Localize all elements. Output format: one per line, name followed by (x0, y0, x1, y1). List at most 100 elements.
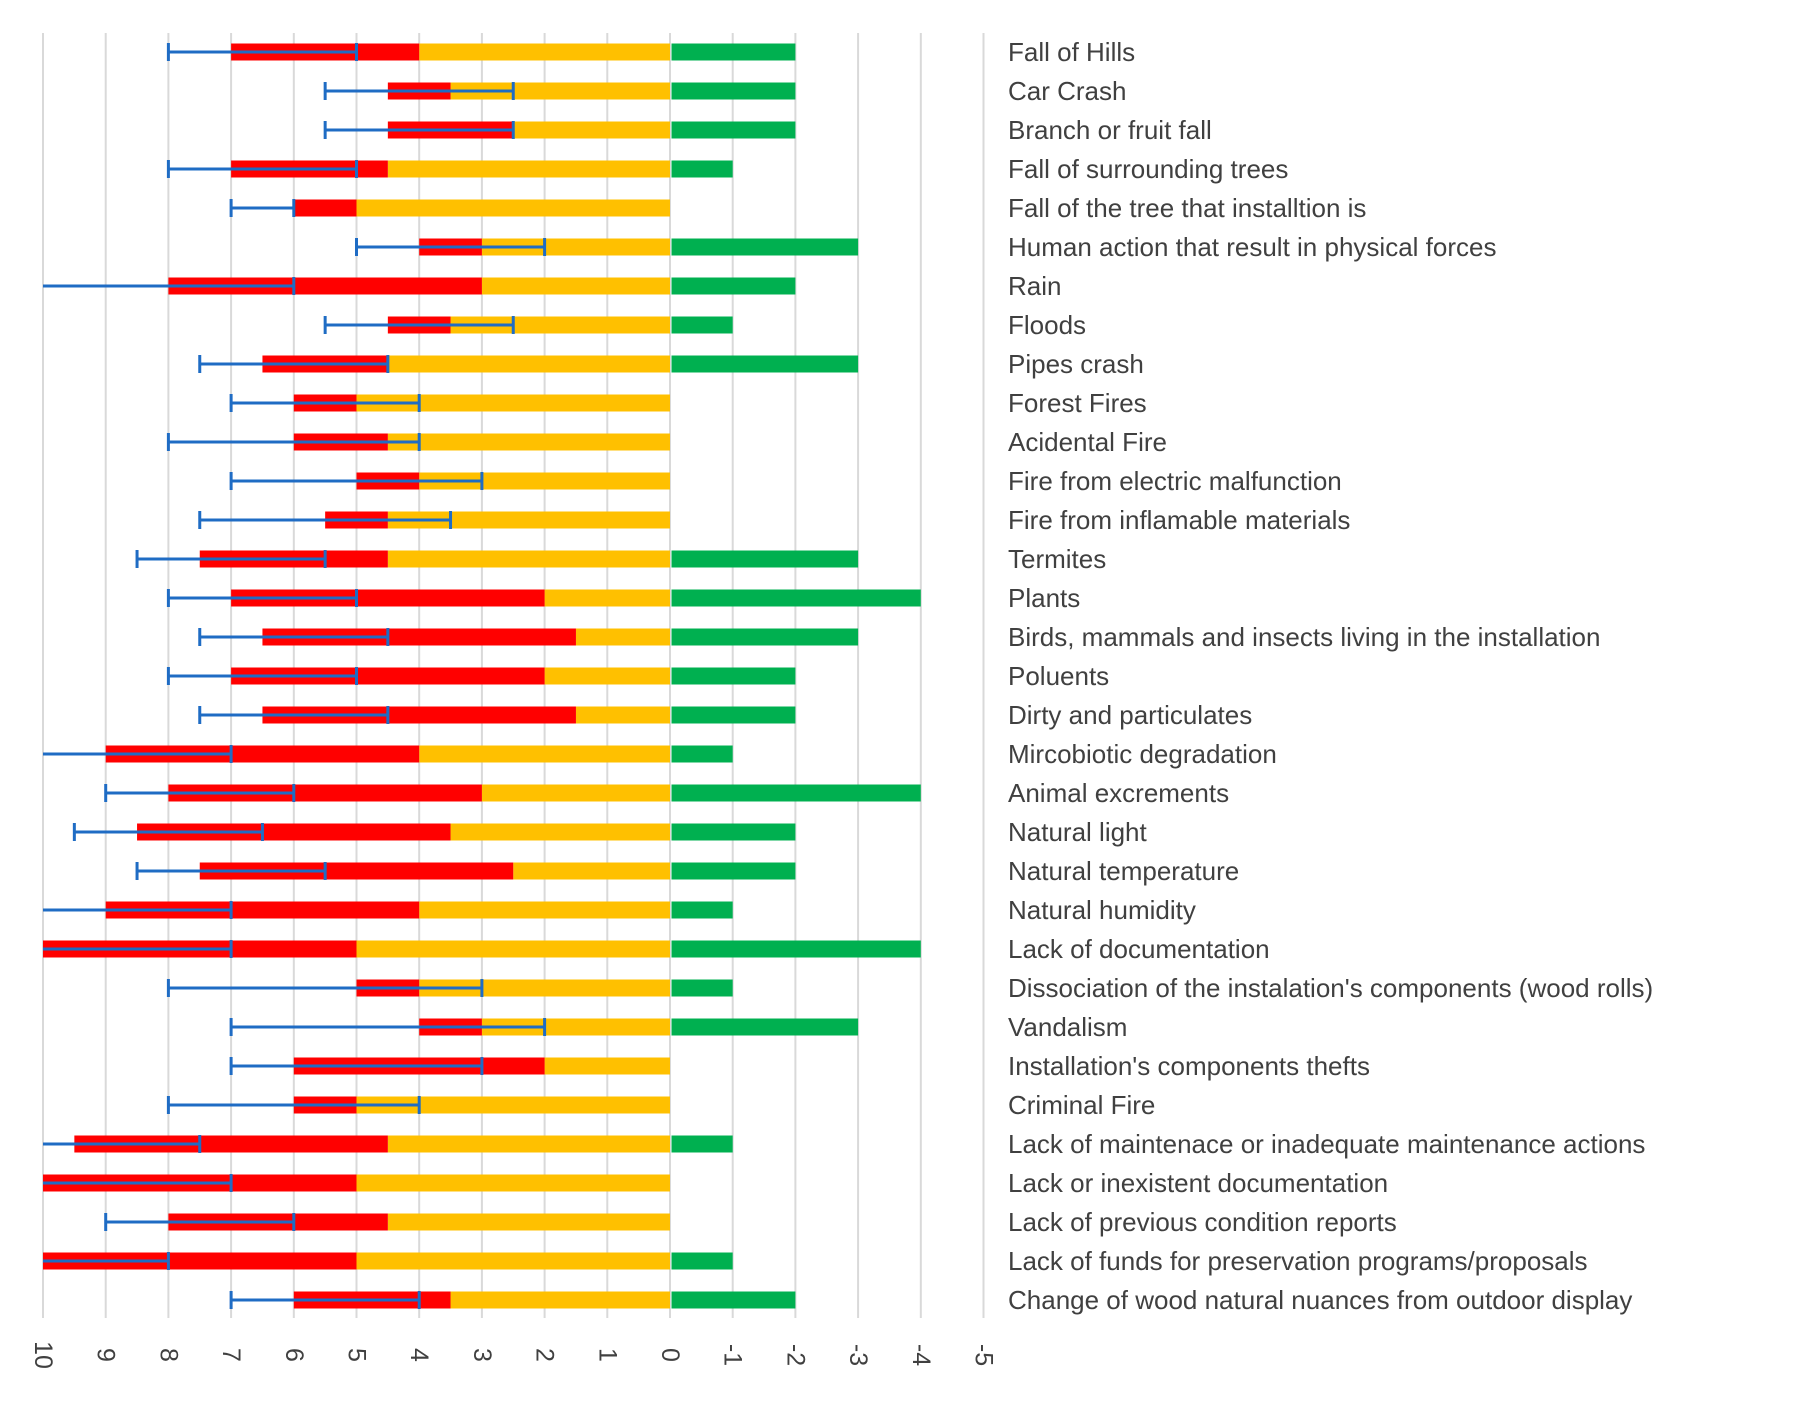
bar-red (231, 667, 545, 685)
bar-yellow (356, 1252, 670, 1270)
x-tick-label: 9 (92, 1348, 120, 1362)
category-label: Human action that result in physical for… (1008, 232, 1496, 262)
bar-green (671, 355, 859, 373)
x-tick-label: 1 (593, 1348, 621, 1362)
category-label: Car Crash (1008, 76, 1126, 106)
x-tick-label: -4 (907, 1344, 935, 1366)
bar-red (199, 862, 514, 880)
category-label: Dirty and particulates (1008, 700, 1252, 730)
bar-yellow (387, 1135, 670, 1153)
bar-green (671, 862, 796, 880)
category-label: Installation's components thefts (1008, 1051, 1370, 1081)
x-tick-label: -2 (781, 1344, 809, 1366)
bar-red (74, 1135, 388, 1153)
bar-green (671, 784, 921, 802)
bar-green (671, 589, 921, 607)
x-tick-label: 4 (405, 1348, 433, 1362)
bar-yellow (575, 628, 670, 646)
bar-yellow (387, 433, 670, 451)
bar-green (671, 43, 796, 61)
bar-green (671, 1018, 859, 1036)
category-label: Natural light (1008, 817, 1148, 847)
category-label: Lack or inexistent documentation (1008, 1168, 1388, 1198)
bar-red (105, 745, 420, 763)
bar-green (671, 550, 859, 568)
bar-red (293, 199, 357, 217)
bar-yellow (481, 277, 670, 295)
bar-green (671, 238, 859, 256)
bar-green (671, 316, 733, 334)
bar-yellow (450, 316, 670, 334)
bar-yellow (356, 199, 670, 217)
bar-green (671, 121, 796, 139)
bar-yellow (575, 706, 670, 724)
category-label: Fire from inflamable materials (1008, 505, 1350, 535)
bar-yellow (419, 43, 670, 61)
bar-red (168, 277, 482, 295)
category-label: Vandalism (1008, 1012, 1127, 1042)
category-label: Change of wood natural nuances from outd… (1008, 1285, 1632, 1315)
bar-green (671, 745, 733, 763)
category-label: Fall of Hills (1008, 37, 1135, 67)
bar-yellow (356, 1096, 670, 1114)
bar-yellow (450, 82, 670, 100)
bar-yellow (387, 1213, 670, 1231)
bar-red (137, 823, 451, 841)
bar-red (231, 589, 545, 607)
category-label: Lack of previous condition reports (1008, 1207, 1397, 1237)
category-label: Animal excrements (1008, 778, 1229, 808)
x-tick-label: 0 (656, 1348, 684, 1362)
bar-yellow (450, 823, 670, 841)
bar-red (262, 628, 576, 646)
bar-yellow (544, 667, 670, 685)
x-tick-label: -3 (844, 1344, 872, 1366)
x-tick-label: 7 (217, 1348, 245, 1362)
bar-green (671, 667, 796, 685)
bar-yellow (356, 940, 670, 958)
bar-red (43, 1252, 357, 1270)
category-label: Acidental Fire (1008, 427, 1167, 457)
bar-green (671, 628, 859, 646)
bar-yellow (387, 355, 670, 373)
category-label: Birds, mammals and insects living in the… (1008, 622, 1600, 652)
category-label: Floods (1008, 310, 1086, 340)
bar-yellow (387, 550, 670, 568)
bar-yellow (419, 901, 670, 919)
category-label: Mircobiotic degradation (1008, 739, 1277, 769)
bar-green (671, 979, 733, 997)
bar-yellow (419, 745, 670, 763)
bar-red (262, 706, 576, 724)
category-labels: Fall of Hills Car Crash Branch or fruit fa… (1008, 37, 1653, 1315)
bar-yellow (513, 862, 670, 880)
bar-red (105, 901, 420, 919)
bar-green (671, 277, 796, 295)
bar-green (671, 1135, 733, 1153)
category-label: Termites (1008, 544, 1106, 574)
category-label: Fall of surrounding trees (1008, 154, 1288, 184)
bar-yellow (481, 238, 670, 256)
x-tick-label: 2 (531, 1348, 559, 1362)
bar-green (671, 940, 921, 958)
x-axis-tick-labels: 10 9 8 7 6 5 4 3 2 1 0 -1 -2 -3 -4 -5 (29, 1341, 998, 1369)
bar-green (671, 160, 733, 178)
bar-yellow (544, 1057, 670, 1075)
x-tick-label: 8 (154, 1348, 182, 1362)
category-label: Natural humidity (1008, 895, 1196, 925)
bar-yellow (513, 121, 670, 139)
bar-green (671, 706, 796, 724)
bar-yellow (356, 394, 670, 412)
x-tick-label: 3 (468, 1348, 496, 1362)
bar-green (671, 1291, 796, 1309)
bar-yellow (356, 1174, 670, 1192)
bar-green (671, 82, 796, 100)
bar-yellow (387, 511, 670, 529)
category-label: Lack of funds for preservation programs/… (1008, 1246, 1588, 1276)
error-bars (43, 43, 547, 1309)
bar-red (168, 784, 482, 802)
bar-yellow (450, 1291, 670, 1309)
x-tick-label: 6 (280, 1348, 308, 1362)
bar-yellow (481, 784, 670, 802)
category-label: Branch or fruit fall (1008, 115, 1212, 145)
category-label: Pipes crash (1008, 349, 1144, 379)
